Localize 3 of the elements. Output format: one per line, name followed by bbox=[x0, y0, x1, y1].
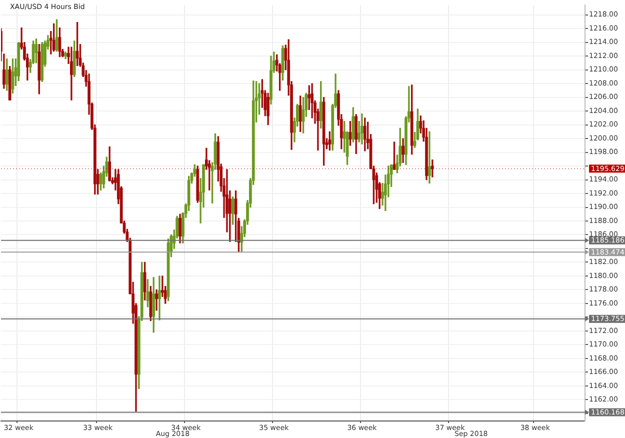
candlestick bbox=[158, 276, 161, 320]
candlestick bbox=[428, 131, 431, 184]
candlestick bbox=[360, 113, 364, 144]
